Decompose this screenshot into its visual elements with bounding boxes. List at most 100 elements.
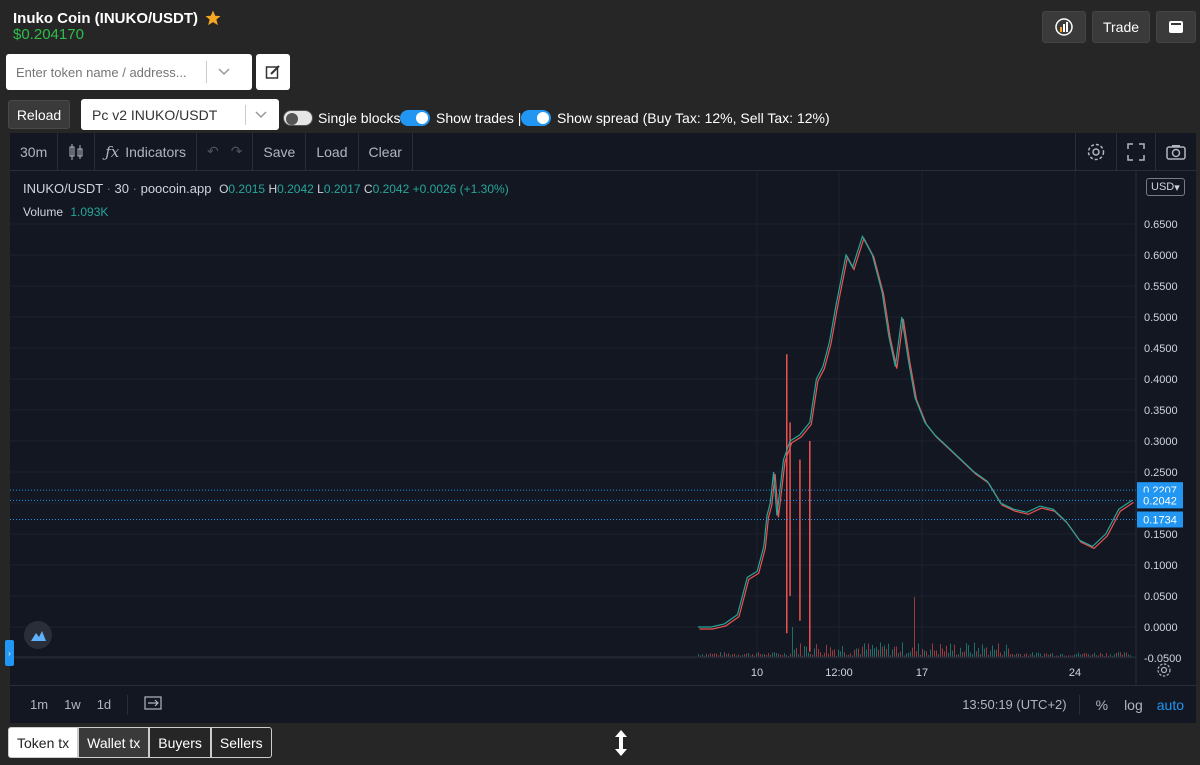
volume-bar [844,652,845,657]
single-blocks-toggle[interactable] [283,110,313,126]
volume-bar [728,653,729,657]
open-label: O [219,182,229,196]
high-value: 0.2042 [277,182,314,196]
show-spread-option: Show spread (Buy Tax: 12%, Sell Tax: 12%… [521,109,830,127]
volume-bar [856,648,857,657]
volume-bar [1032,652,1033,657]
volume-bar [886,648,887,657]
price-chart[interactable]: 0.6500 0.6000 0.5500 0.5000 0.4500 0.4000 0.35… [10,171,1196,685]
chevron-down-icon[interactable] [207,65,241,79]
volume-bar [1106,653,1107,657]
volume-bar [1014,655,1015,657]
clear-button[interactable]: Clear [359,132,413,171]
snapshot-button[interactable] [1156,133,1196,171]
volume-bar [1026,653,1027,657]
edit-button[interactable] [256,54,290,90]
volume-bar [884,645,885,657]
volume-bar [1066,655,1067,657]
volume-bar [988,654,989,657]
volume-bar [890,655,891,657]
volume-bar [1076,654,1077,657]
volume-label: Volume [23,205,64,219]
show-spread-toggle[interactable] [521,110,551,126]
volume-bar [1096,655,1097,657]
volume-bar [916,651,917,657]
legend-interval: 30 [114,181,129,196]
interval-button[interactable]: 30m [10,132,59,171]
tab-sellers[interactable]: Sellers [210,727,272,758]
volume-bar [858,648,859,657]
price-marker-label: 0.1734 [1143,514,1177,526]
volume-bar [904,655,905,657]
tradingview-logo[interactable] [24,621,52,649]
save-button[interactable]: Save [253,132,307,171]
settings-button[interactable] [1075,132,1117,171]
pair-divider [245,104,246,125]
volume-bar [900,651,901,657]
volume-bar [732,654,733,657]
volume-bar [996,649,997,657]
range-1d[interactable]: 1d [96,697,112,712]
range-1w[interactable]: 1w [64,697,81,712]
percent-toggle[interactable]: % [1095,696,1109,713]
volume-bar [1094,652,1095,657]
volume-bar [776,653,777,657]
volume-bar [1018,653,1019,657]
wallet-icon [1169,21,1183,33]
single-blocks-label: Single blocks [318,110,401,126]
indicators-button[interactable]: ƒx Indicators [95,132,197,171]
tab-wallet-tx[interactable]: Wallet tx [78,727,150,758]
volume-bar [1070,655,1071,657]
bottom-divider [1078,694,1080,715]
search-divider [206,61,207,83]
volume-bar [1068,655,1069,657]
search-input[interactable] [6,55,206,89]
tab-token-tx[interactable]: Token tx [8,727,79,758]
volume-bar [766,654,767,657]
volume-bar [1016,653,1017,657]
volume-bar [744,654,745,657]
trade-button[interactable]: Trade [1092,11,1150,43]
currency-select[interactable]: USD ▾ [1146,178,1185,196]
volume-bar [908,652,909,657]
volume-bar [956,654,957,657]
range-1m[interactable]: 1m [30,697,49,712]
volume-bar [934,650,935,657]
volume-bar [848,654,849,657]
wallet-button[interactable] [1156,11,1196,43]
undo-icon[interactable]: ↶ [206,143,219,159]
token-name: Inuko Coin (INUKO/USDT) [13,9,198,27]
resize-handle[interactable] [612,729,630,762]
tab-buyers[interactable]: Buyers [149,727,211,758]
price-tick-label: 0.0500 [1144,591,1178,603]
auto-toggle[interactable]: auto [1156,696,1184,713]
legend-ohlc: O0.2015 H0.2042 L0.2017 C0.2042 +0.0026 … [219,182,509,196]
chart-settings-button[interactable] [1042,11,1086,43]
volume-bar [720,652,721,657]
reload-button[interactable]: Reload [8,100,70,129]
volume-bar [800,643,801,657]
pair-select[interactable]: Pc v2 INUKO/USDT [81,99,279,130]
axis-settings-button[interactable] [1156,662,1172,683]
date-range-button[interactable] [144,695,162,714]
candle-type-button[interactable] [58,132,96,171]
chevron-right-icon: › [8,648,11,658]
show-trades-label: Show trades | [436,110,522,126]
price-tick-label: 0.3000 [1144,436,1178,448]
volume-bar [1024,654,1025,657]
volume-bar [872,644,873,657]
volume-bar [826,644,827,657]
load-button[interactable]: Load [306,132,359,171]
redo-icon[interactable]: ↷ [230,143,243,159]
volume-bar [920,654,921,657]
show-trades-toggle[interactable] [400,110,430,126]
sidebar-expand-handle[interactable]: › [5,640,14,666]
log-toggle[interactable]: log [1124,696,1143,713]
fullscreen-button[interactable] [1117,132,1156,171]
volume-bar [734,653,735,657]
volume-bar [910,651,911,657]
volume-bar [780,654,781,657]
star-icon[interactable] [204,9,222,27]
chart-toolbar: 30m ƒx Indicators ↶ ↷ Save Load Clear [10,132,1196,171]
chart-bottom-bar: 1m 1w 1d 13:50:19 (UTC+2) % log auto [10,685,1196,723]
